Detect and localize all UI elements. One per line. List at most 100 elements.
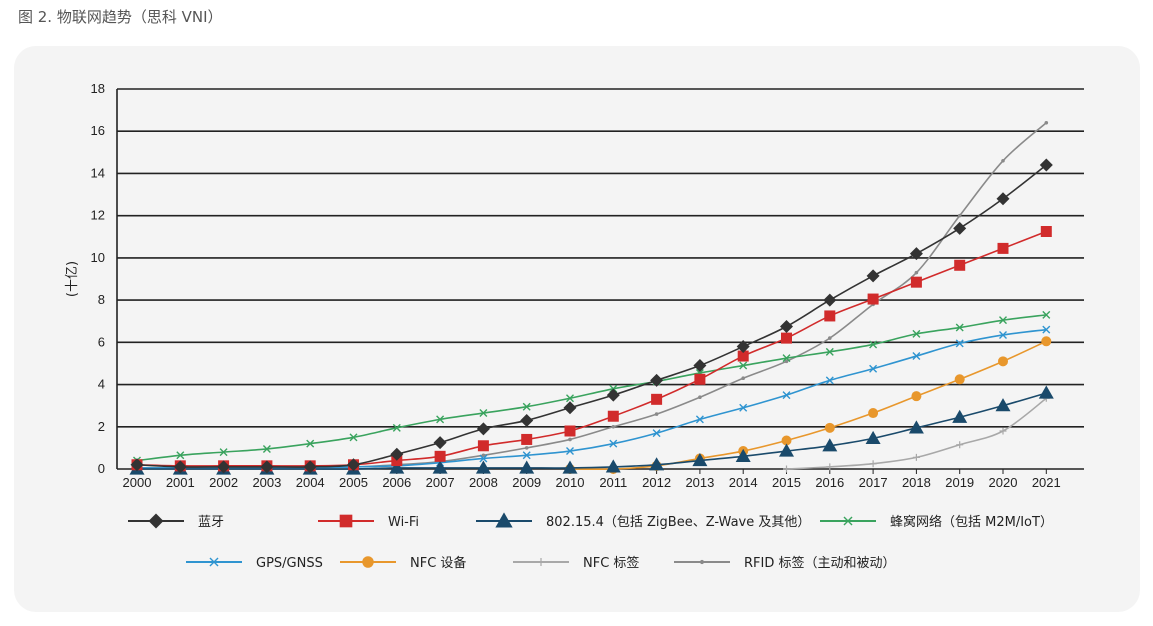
data-point [868,408,879,419]
data-point [911,391,922,402]
data-point [649,457,665,471]
y-tick-label: 0 [98,461,105,476]
data-point [434,450,446,462]
data-point [390,447,404,461]
data-point [479,409,488,418]
series-lines [129,120,1054,475]
data-point [564,425,576,437]
data-point [262,444,271,453]
legend-swatch-marker [699,559,705,565]
legend-item: 蜂窝网络（包括 M2M/IoT） [820,514,1053,530]
data-point [824,422,835,433]
data-point [823,293,837,307]
x-tick-label: 2016 [815,475,844,490]
series-line [136,314,1047,462]
data-point [952,409,968,423]
data-point [1040,226,1052,237]
data-point [130,458,144,472]
data-point [739,403,748,412]
data-point [479,454,488,463]
data-point [912,329,921,338]
data-point [349,433,358,442]
legend-item: NFC 设备 [340,555,466,571]
x-tick-label: 2020 [989,475,1018,490]
data-point [522,451,531,460]
legend-swatch-marker [209,557,219,567]
x-tick-label: 2014 [729,475,758,490]
data-point [477,440,489,452]
y-tick-label: 12 [91,208,105,223]
x-tick-label: 2013 [685,475,714,490]
data-point [999,316,1007,325]
data-point [1042,325,1051,334]
data-point [481,453,486,458]
data-point [954,259,966,271]
y-tick-label: 6 [98,334,105,349]
data-point [1038,385,1054,399]
legend-swatch-marker [148,513,164,529]
figure-caption: 图 2. 物联网趋势（思科 VNI） [18,8,223,26]
legend-swatch-marker [843,516,853,526]
legend-swatch-marker [495,512,513,528]
data-point [782,391,791,400]
x-tick-label: 2001 [166,475,195,490]
data-point [566,394,574,403]
series-line [136,164,1047,468]
data-point [1041,336,1052,347]
data-point [780,320,793,333]
data-point [521,433,533,445]
series-3 [133,310,1051,465]
data-point [476,422,490,436]
data-point [566,447,574,456]
legend-item: 蓝牙 [128,513,224,530]
legend-label: NFC 标签 [583,555,639,571]
data-point [392,423,401,432]
chart-panel: 0 2 4 6 8 10 12 14 16 18 2000 2001 2002 2003 2004 2005 2… [14,46,1140,612]
data-point [826,463,834,471]
legend-label: 802.15.4（包括 ZigBee、Z-Wave 及其他） [546,515,810,530]
data-point [737,350,749,362]
x-tick-label: 2017 [859,475,888,490]
data-point [866,269,880,283]
y-tick-label: 18 [91,81,105,96]
data-point [1044,120,1049,125]
x-tick-label: 2010 [556,475,585,490]
data-point [475,460,491,474]
data-point [955,323,964,332]
data-point [563,401,577,415]
data-point [781,332,792,344]
legend: 蓝牙 Wi-Fi 802.15.4（包括 ZigBee、Z-Wave 及其他） 蜂窝网… [128,512,1053,571]
data-point [303,460,317,474]
data-point [436,415,445,424]
data-point [606,388,620,402]
data-point [954,374,965,385]
legend-label: GPS/GNSS [256,556,323,571]
data-point [522,402,531,411]
data-point [867,293,879,305]
data-point [735,448,751,462]
data-point [956,441,964,449]
series-5 [565,336,1052,474]
data-point [524,446,529,450]
data-point [306,439,315,448]
legend-item: 802.15.4（包括 ZigBee、Z-Wave 及其他） [476,512,810,530]
legend-swatch-marker [536,557,546,567]
series-0 [130,158,1053,474]
x-tick-label: 2018 [902,475,931,490]
data-point [869,460,877,468]
legend-label: Wi-Fi [388,515,419,530]
data-point [995,398,1011,412]
data-point [912,453,920,461]
series-line [136,230,1047,467]
y-tick-label: 16 [91,123,105,138]
x-tick-label: 2003 [252,475,281,490]
axes: 0 2 4 6 8 10 12 14 16 18 2000 2001 2002 2003 2004 2005 2… [65,81,1061,490]
data-point [698,395,702,400]
x-tick-label: 2008 [469,475,498,490]
legend-label: 蜂窝网络（包括 M2M/IoT） [890,514,1053,530]
x-tick-label: 2006 [382,475,411,490]
legend-label: 蓝牙 [198,515,224,530]
data-point [520,413,534,427]
legend-swatch-marker [339,514,353,528]
data-point [782,354,791,363]
